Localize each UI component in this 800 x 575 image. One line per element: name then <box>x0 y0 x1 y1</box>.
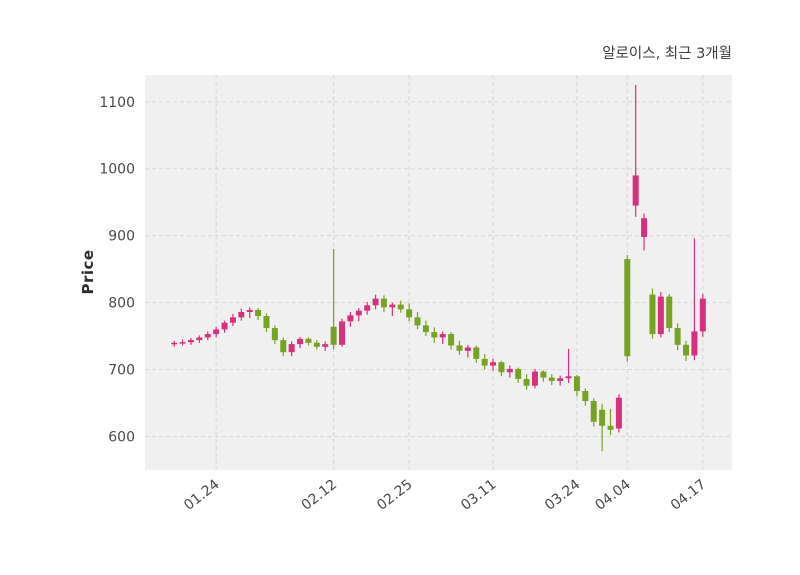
candle-body <box>691 331 698 356</box>
candle-body <box>347 315 354 322</box>
candle-body <box>204 334 211 338</box>
candle-body <box>355 310 362 316</box>
candle-body <box>255 309 262 317</box>
candle-body <box>540 371 547 378</box>
candle-body <box>599 409 606 426</box>
x-tick-label: 04.17 <box>668 477 709 514</box>
candle-body <box>179 342 186 344</box>
x-tick-label: 02.25 <box>374 477 415 514</box>
candle-body <box>456 345 463 351</box>
candle-body <box>557 378 564 381</box>
candle-body <box>229 317 236 323</box>
x-tick-label: 03.11 <box>458 477 499 514</box>
candle-body <box>683 344 690 356</box>
candle-body <box>439 334 446 338</box>
candle-body <box>263 316 270 329</box>
candle-body <box>607 425 614 430</box>
y-tick-label: 700 <box>108 363 135 379</box>
candle-body <box>196 337 203 341</box>
y-tick-label: 1100 <box>99 95 135 111</box>
candle-body <box>246 309 253 312</box>
candle-body <box>490 362 497 366</box>
y-tick-label: 600 <box>108 430 135 446</box>
candle-body <box>364 305 371 311</box>
candle-body <box>305 338 312 343</box>
x-tick-label: 02.12 <box>299 477 340 514</box>
candle-body <box>322 344 329 347</box>
candle-body <box>657 296 664 335</box>
candle-body <box>481 358 488 366</box>
candle-body <box>473 347 480 359</box>
candle-body <box>699 298 706 332</box>
candle-body <box>280 340 287 353</box>
candle-body <box>187 340 194 343</box>
candle-body <box>573 376 580 391</box>
candle-body <box>531 371 538 386</box>
candle-body <box>414 317 421 326</box>
y-tick-label: 800 <box>108 296 135 312</box>
candle-body <box>582 391 589 402</box>
candle-body <box>422 325 429 333</box>
candle-body <box>313 342 320 347</box>
candle-body <box>632 175 639 206</box>
candle-body <box>649 294 656 335</box>
candle-body <box>506 368 513 373</box>
y-tick-label: 1000 <box>99 162 135 178</box>
candle-body <box>271 328 278 341</box>
candle-body <box>674 328 681 345</box>
candle-body <box>515 368 522 379</box>
x-tick-label: 03.24 <box>542 476 584 513</box>
candle-body <box>288 344 295 353</box>
candle-body <box>171 342 178 345</box>
candle-body <box>221 322 228 330</box>
candle-body <box>431 332 438 338</box>
candle-body <box>498 362 505 373</box>
plot-background <box>145 75 732 470</box>
candle-body <box>523 378 530 386</box>
candle-body <box>339 321 346 345</box>
candle-body <box>406 309 413 318</box>
candle-body <box>389 304 396 308</box>
x-tick-label: 01.24 <box>181 476 223 513</box>
candle-body <box>641 218 648 238</box>
candle-body <box>397 304 404 310</box>
candle-body <box>372 298 379 306</box>
candle-body <box>464 347 471 351</box>
x-tick-label: 04.04 <box>592 476 634 513</box>
candle-body <box>380 298 387 308</box>
candle-body <box>448 334 455 346</box>
y-tick-label: 900 <box>108 229 135 245</box>
candle-body <box>590 401 597 422</box>
candle-body <box>548 377 555 381</box>
candle-body <box>624 259 631 357</box>
candle-body <box>213 329 220 335</box>
chart-title: 알로이스, 최근 3개월 <box>602 46 732 62</box>
candle-body <box>565 376 572 379</box>
candle-body <box>666 296 673 329</box>
candle-body <box>615 397 622 429</box>
candle-body <box>297 338 304 345</box>
candle-body <box>330 326 337 345</box>
candle-body <box>238 312 245 318</box>
